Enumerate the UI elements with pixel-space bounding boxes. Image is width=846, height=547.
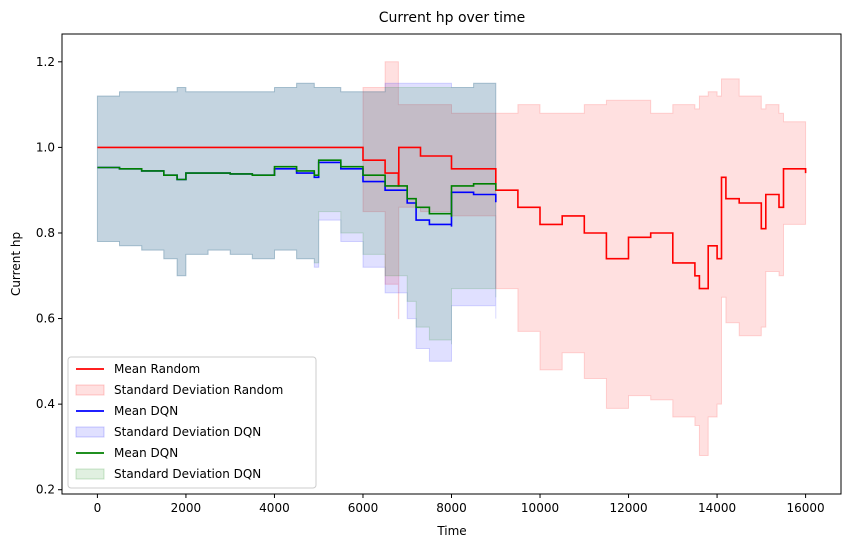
legend-label: Standard Deviation DQN bbox=[114, 467, 261, 481]
legend-label: Mean Random bbox=[114, 362, 200, 376]
y-tick-label: 0.6 bbox=[36, 312, 55, 326]
legend-label: Mean DQN bbox=[114, 446, 178, 460]
y-tick-label: 0.4 bbox=[36, 397, 55, 411]
y-axis-label: Current hp bbox=[9, 232, 23, 296]
mean-line-0 bbox=[97, 146, 807, 290]
legend: Mean Random Standard Deviation Random Mean… bbox=[67, 356, 317, 489]
legend-swatch-band bbox=[75, 384, 105, 396]
x-axis-label: Time bbox=[436, 524, 466, 538]
std-band-0 bbox=[97, 61, 807, 456]
y-tick-label: 0.2 bbox=[36, 483, 55, 497]
legend-swatch-band bbox=[75, 426, 105, 438]
legend-label: Standard Deviation DQN bbox=[114, 425, 261, 439]
y-tick-label: 1.0 bbox=[36, 140, 55, 154]
chart-title: Current hp over time bbox=[379, 10, 526, 26]
legend-label: Mean DQN bbox=[114, 404, 178, 418]
x-tick-label: 16000 bbox=[786, 501, 824, 515]
y-tick-label: 1.2 bbox=[36, 55, 55, 69]
x-tick-label: 12000 bbox=[609, 501, 647, 515]
legend-label: Standard Deviation Random bbox=[114, 383, 283, 397]
y-axis: 0.2 0.4 0.6 0.8 1.0 1.2 bbox=[36, 55, 62, 497]
x-tick-label: 10000 bbox=[521, 501, 559, 515]
std-band-1 bbox=[96, 82, 497, 362]
mean-line-2 bbox=[97, 159, 497, 217]
legend-box bbox=[67, 356, 317, 489]
legend-swatch-band bbox=[75, 468, 105, 480]
x-tick-label: 4000 bbox=[259, 501, 290, 515]
std-band-2 bbox=[96, 82, 497, 345]
x-tick-label: 2000 bbox=[171, 501, 202, 515]
x-tick-label: 0 bbox=[94, 501, 102, 515]
plot-area bbox=[96, 61, 807, 456]
x-tick-label: 14000 bbox=[698, 501, 736, 515]
x-tick-label: 6000 bbox=[348, 501, 379, 515]
y-tick-label: 0.8 bbox=[36, 226, 55, 240]
x-tick-label: 8000 bbox=[436, 501, 467, 515]
x-axis: 0 2000 4000 6000 8000 10000 12000 14000 16000 bbox=[94, 494, 825, 515]
